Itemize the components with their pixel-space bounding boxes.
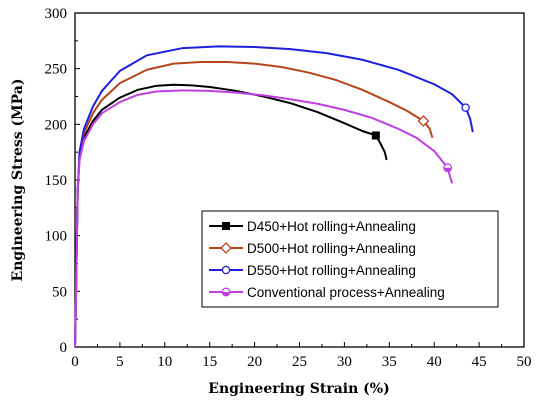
y-tick-label: 50	[52, 284, 67, 300]
legend-swatch-marker	[221, 265, 231, 275]
x-axis-title: Engineering Strain (%)	[208, 381, 389, 397]
legend-label: D500+Hot rolling+Annealing	[247, 241, 416, 256]
legend-swatch-marker	[221, 287, 231, 297]
x-tick-label: 35	[382, 354, 397, 370]
x-tick-label: 15	[202, 354, 217, 370]
legend-swatch-marker	[220, 242, 232, 254]
x-tick-label: 40	[427, 354, 442, 370]
x-tick-label: 30	[337, 354, 352, 370]
x-tick-label: 50	[517, 354, 532, 370]
series-markers	[371, 103, 470, 173]
series-marker-1	[371, 131, 380, 140]
y-tick-label: 150	[45, 173, 68, 189]
legend: D450+Hot rolling+Annealing D500+Hot rolli…	[201, 210, 499, 308]
legend-box	[201, 210, 499, 308]
series-marker-2	[417, 115, 430, 127]
series-line-4	[74, 89, 454, 348]
y-tick-label: 250	[45, 62, 68, 78]
legend-label: Conventional process+Annealing	[247, 285, 445, 300]
y-tick-label: 200	[45, 117, 68, 133]
x-tick-label: 10	[157, 354, 172, 370]
x-tick-label: 25	[292, 354, 307, 370]
series-marker-4	[443, 163, 453, 173]
y-tick-label: 0	[60, 340, 68, 356]
legend-swatch-marker	[222, 222, 230, 230]
y-tick-label: 100	[45, 229, 68, 245]
series-marker-3	[461, 103, 470, 112]
legend-label: D450+Hot rolling+Annealing	[247, 219, 416, 234]
y-tick-label: 300	[45, 6, 68, 22]
x-tick-label: 5	[116, 354, 124, 370]
y-axis-title: Engineering Stress (MPa)	[10, 79, 26, 282]
x-tick-label: 20	[247, 354, 262, 370]
x-tick-label: 45	[472, 354, 487, 370]
series-lines	[74, 45, 474, 348]
legend-label: D550+Hot rolling+Annealing	[247, 263, 416, 278]
x-tick-label: 0	[71, 354, 79, 370]
axis-ticks: 0 5 10 15 20 25 30 35 40 45 50 0 50 100 150 200 250 300	[45, 6, 532, 370]
